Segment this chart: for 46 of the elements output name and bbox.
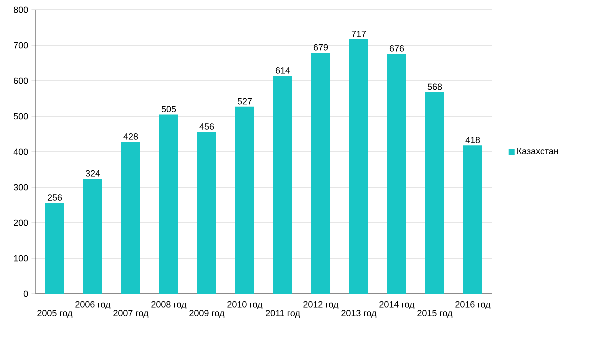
bar (122, 142, 140, 294)
x-tick-label: 2009 год (190, 310, 225, 318)
data-label: 428 (124, 134, 138, 140)
x-tick-label: 2013 год (342, 310, 377, 318)
x-tick-label: 2005 год (38, 310, 73, 318)
bar (426, 92, 445, 294)
data-label: 418 (466, 137, 480, 144)
bar (160, 114, 178, 294)
y-tick-label: 0 (24, 290, 28, 298)
y-tick-label: 800 (14, 6, 28, 14)
x-tick-label: 2014 год (380, 301, 415, 310)
x-tick-label: 2015 год (418, 310, 453, 318)
data-label: 505 (162, 106, 176, 113)
bar (350, 39, 369, 294)
bar (84, 178, 102, 294)
x-tick-label: 2010 год (228, 301, 263, 310)
data-label: 676 (390, 45, 404, 52)
x-tick-label: 2011 год (266, 310, 300, 318)
y-tick-label: 600 (14, 78, 28, 84)
y-tick-label: 100 (14, 255, 28, 262)
x-tick-label: 2008 год (152, 301, 187, 310)
x-tick-label: 2012 год (304, 301, 339, 310)
data-label: 717 (352, 31, 366, 38)
data-label: 256 (48, 194, 62, 201)
x-tick-label: 2006 год (76, 301, 111, 310)
bar (274, 76, 293, 294)
y-tick-label: 400 (14, 148, 28, 156)
y-tick-label: 700 (14, 42, 28, 49)
bar (236, 106, 255, 294)
y-tick-label: 300 (14, 184, 28, 191)
data-label: 324 (86, 170, 100, 177)
bar (388, 54, 407, 294)
data-label: 527 (238, 98, 252, 105)
x-tick-label: 2016 год (456, 301, 491, 310)
bar (464, 146, 483, 294)
y-tick-label: 200 (14, 220, 28, 226)
data-label: 614 (276, 67, 290, 74)
bar (198, 132, 216, 294)
data-label: 679 (314, 44, 328, 51)
y-tick-label: 500 (14, 113, 28, 120)
data-label: 456 (200, 124, 214, 130)
bar (312, 52, 331, 294)
data-label: 568 (428, 84, 442, 90)
x-tick-label: 2007 год (114, 310, 149, 318)
legend-label: Казахстан (518, 148, 558, 155)
bar (46, 203, 64, 294)
